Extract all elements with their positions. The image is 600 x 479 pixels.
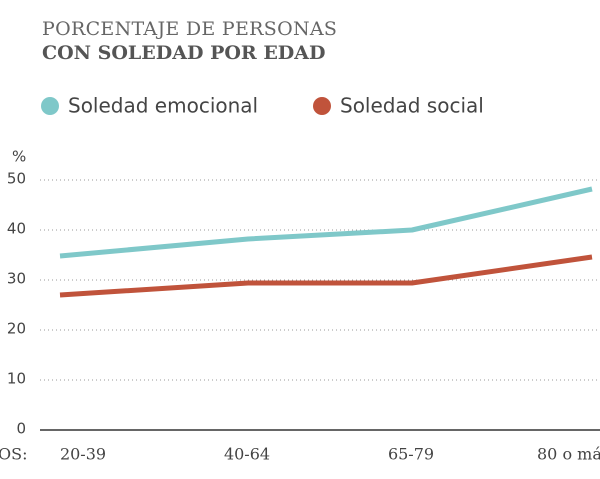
x-tick-label: 20-39 [60,445,106,464]
data-line [59,254,593,298]
x-tick-label: 80 o má [537,445,600,464]
x-tick-label: 40-64 [224,445,270,464]
chart-title: PORCENTAJE DE PERSONAS [42,18,337,40]
y-tick-label: 30 [7,270,26,288]
y-tick-label: 0 [16,420,26,438]
x-axis-label: OS: [0,445,27,464]
y-tick-label: 50 [7,170,26,188]
data-line [59,186,593,259]
chart-subtitle: CON SOLEDAD POR EDAD [42,42,326,64]
y-tick-label: 10 [7,370,26,388]
legend-label: Soledad social [340,94,484,118]
legend-marker [313,97,331,115]
x-tick-label: 65-79 [388,445,434,464]
legend-label: Soledad emocional [68,94,258,118]
y-tick-label: 40 [7,220,26,238]
legend-marker [41,97,59,115]
y-tick-label: 20 [7,320,26,338]
y-axis-label: % [12,148,26,166]
